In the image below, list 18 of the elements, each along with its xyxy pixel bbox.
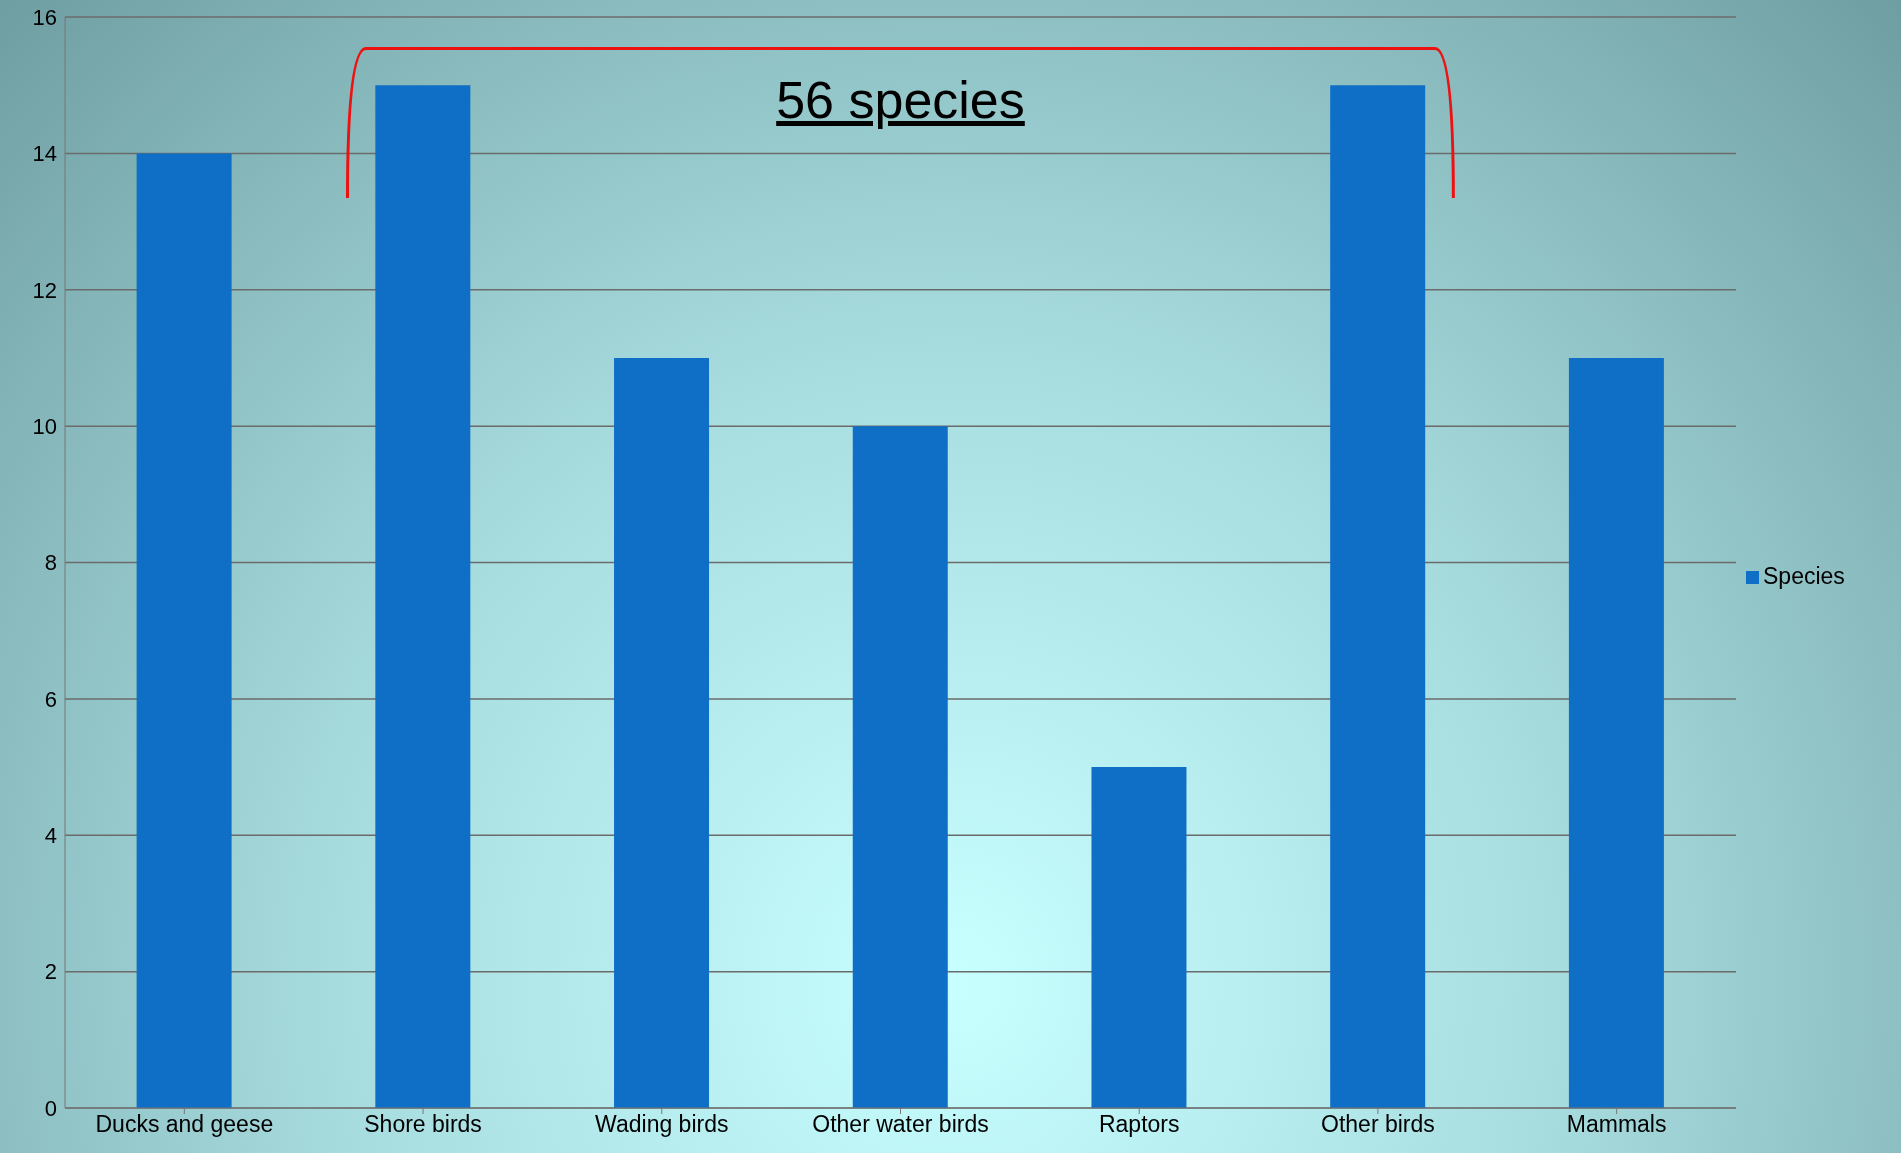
x-tick-label: Shore birds: [364, 1111, 482, 1138]
x-tick-label: Wading birds: [595, 1111, 729, 1138]
y-tick-label: 0: [44, 1095, 57, 1121]
y-tick-label: 6: [44, 686, 57, 712]
y-tick-label: 10: [32, 413, 57, 439]
x-tick-label: Ducks and geese: [95, 1111, 274, 1138]
y-tick-label: 12: [32, 277, 57, 303]
legend-label: Species: [1763, 563, 1845, 589]
y-tick-label: 8: [44, 550, 57, 576]
x-tick-label: Raptors: [1098, 1111, 1180, 1138]
y-tick-label: 4: [44, 823, 57, 849]
x-tick-label: Mammals: [1566, 1111, 1667, 1138]
y-tick-label: 14: [32, 141, 57, 167]
x-tick-label: Other water birds: [812, 1111, 989, 1138]
y-tick-label: 16: [32, 4, 57, 30]
y-tick-label: 2: [44, 959, 57, 985]
x-tick-label: Other birds: [1321, 1111, 1435, 1138]
annotation: 56 species: [775, 69, 1026, 130]
